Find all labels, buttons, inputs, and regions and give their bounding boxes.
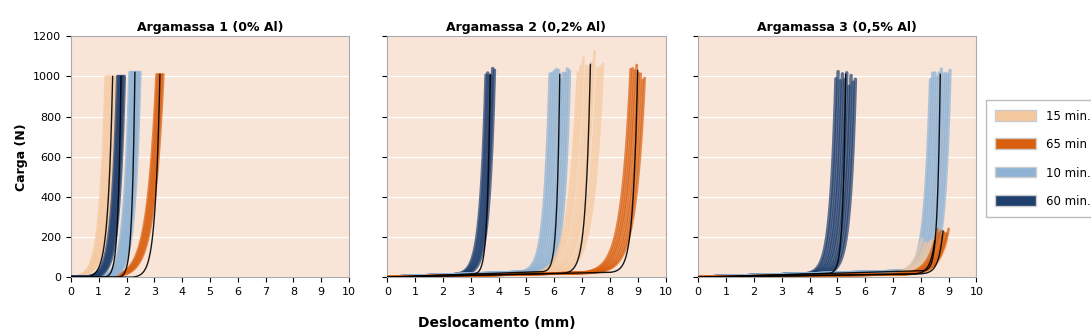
Legend: 15 min.- 0,1mm/s, 65 min - 0,1mm/s, 10 min.- 3mm/s, 60 min.- 3mm/s: 15 min.- 0,1mm/s, 65 min - 0,1mm/s, 10 m… [985,100,1091,217]
Title: Argamassa 1 (0% Al): Argamassa 1 (0% Al) [136,21,284,34]
Title: Argamassa 3 (0,5% Al): Argamassa 3 (0,5% Al) [757,21,918,34]
Title: Argamassa 2 (0,2% Al): Argamassa 2 (0,2% Al) [446,21,607,34]
Y-axis label: Carga (N): Carga (N) [14,123,27,190]
Text: Deslocamento (mm): Deslocamento (mm) [418,316,575,330]
